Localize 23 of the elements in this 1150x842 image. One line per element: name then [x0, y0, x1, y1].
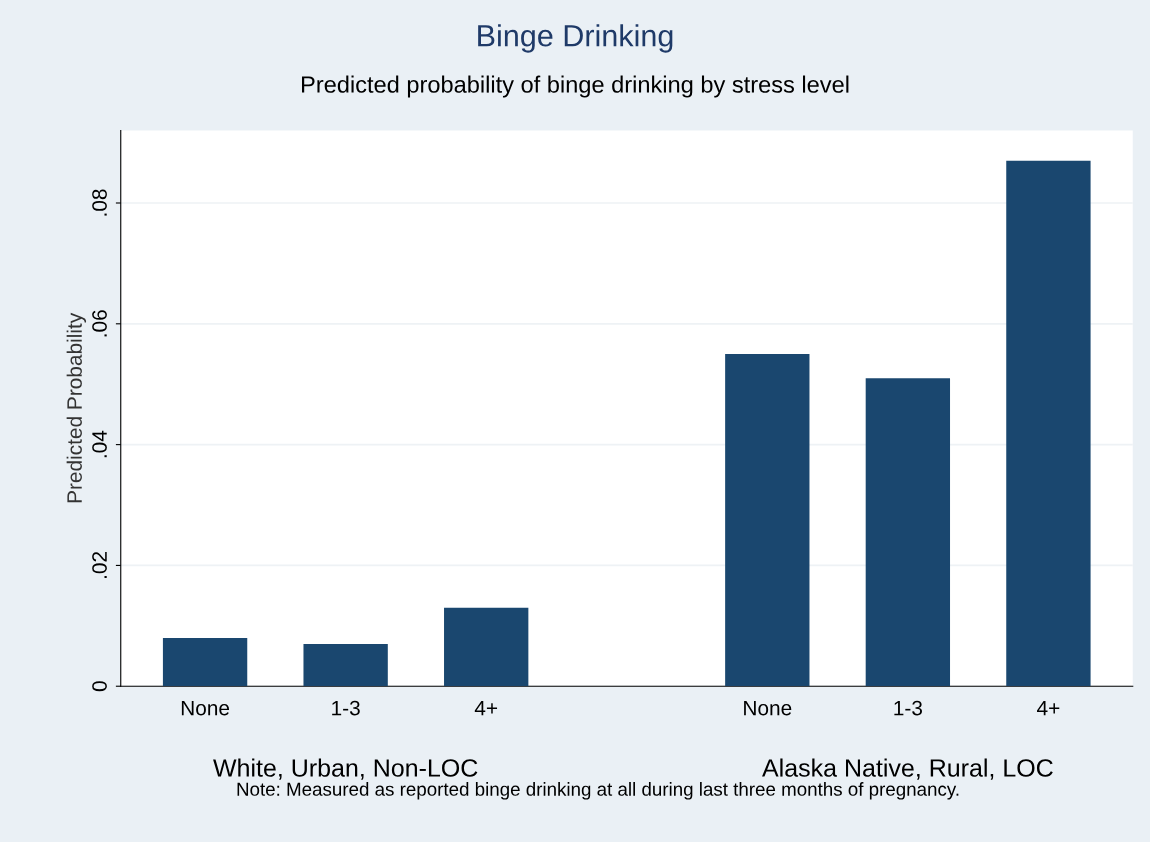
y-axis-title: Predicted Probability: [66, 312, 87, 503]
bar: [865, 378, 951, 687]
chart-title: Binge Drinking: [478, 24, 673, 53]
bar: [1006, 160, 1091, 687]
x-tick-label: 1-3: [894, 700, 922, 716]
text: Alaska Native, Rural, LOC: [762, 758, 1053, 780]
y-tick-label: .02: [92, 551, 107, 578]
x-tick-label: None: [744, 700, 792, 716]
y-tick-label: .04: [92, 430, 107, 458]
x-tick-label: None: [181, 700, 230, 716]
x-tick-label: 4+: [474, 700, 498, 716]
y-tick-label: .06: [92, 310, 107, 337]
x-tick-label: 1-3: [332, 700, 360, 716]
y-tick-label: .08: [92, 189, 107, 216]
bar: [303, 643, 388, 687]
y-tick-label: 0: [92, 681, 107, 692]
bar: [725, 354, 810, 687]
text: White, Urban, Non-LOC: [213, 758, 478, 780]
bar: [444, 607, 529, 687]
bar: [162, 637, 248, 687]
x-tick-label: 4+: [1037, 700, 1060, 716]
text: Note: Measured as reported binge drinking at all during last three months of pregnancy.: [237, 782, 959, 800]
chart-subtitle: Predicted probability of binge drinking by stress level: [302, 75, 849, 98]
